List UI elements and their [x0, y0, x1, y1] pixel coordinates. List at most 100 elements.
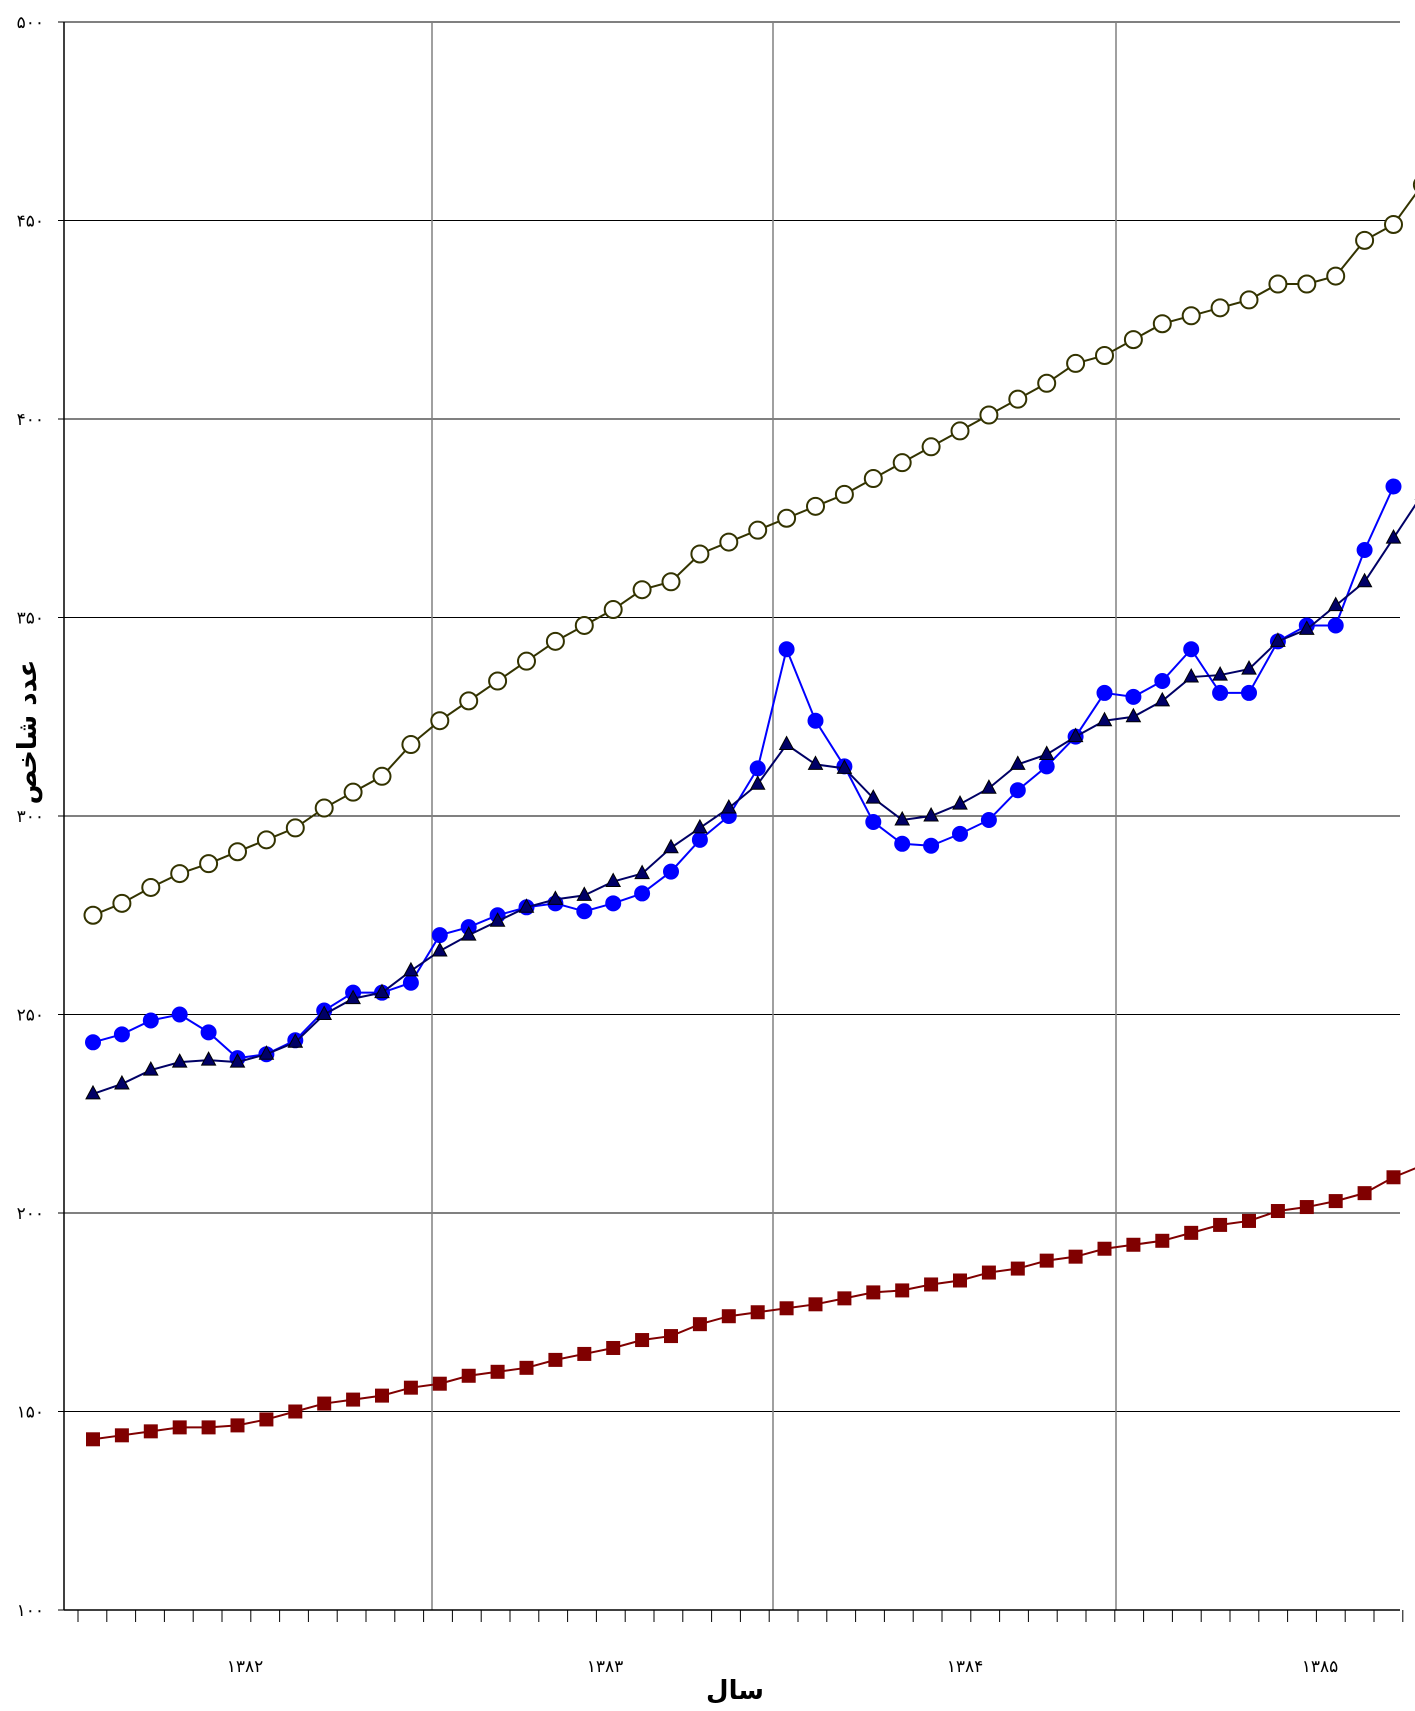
data-point: [807, 712, 824, 729]
data-point: [952, 795, 968, 810]
data-point: [1299, 1200, 1314, 1215]
x-tick-label: ۱۳۸۴: [947, 1657, 984, 1677]
series-filled-circle: [85, 478, 1402, 1067]
data-point: [1328, 1194, 1343, 1209]
data-point: [837, 1291, 852, 1306]
data-point: [113, 1026, 130, 1043]
data-point: [1154, 691, 1171, 707]
data-point: [1270, 1204, 1285, 1219]
series-filled-square: [86, 1167, 1415, 1447]
data-point: [1181, 306, 1201, 326]
data-point: [171, 1006, 188, 1023]
data-point: [1096, 711, 1113, 727]
data-point: [259, 1412, 274, 1427]
axes: [58, 21, 1404, 1622]
data-point: [635, 1333, 650, 1348]
data-point: [403, 1380, 418, 1395]
data-point: [950, 421, 970, 441]
data-point: [430, 711, 450, 731]
data-point: [1356, 572, 1373, 588]
x-tick-label: ۱۳۸۳: [587, 1657, 624, 1677]
data-point: [1213, 1217, 1228, 1232]
series-line: [92, 486, 1395, 1060]
data-point: [952, 825, 968, 842]
data-point: [1385, 478, 1402, 495]
data-point: [808, 1297, 823, 1312]
data-point: [924, 1277, 939, 1292]
data-point: [488, 671, 508, 691]
data-point: [720, 799, 737, 814]
data-point: [1009, 755, 1026, 770]
data-point: [1154, 673, 1171, 690]
data-point: [1009, 782, 1026, 799]
data-point: [171, 1053, 188, 1068]
data-point: [201, 1420, 216, 1435]
data-point: [779, 1301, 794, 1316]
data-point: [200, 1051, 217, 1066]
y-tick-label: ۴۰۰: [17, 410, 44, 430]
data-point: [1125, 707, 1142, 723]
data-point: [172, 1420, 187, 1435]
data-point: [1239, 290, 1259, 310]
x-tick-label: ۱۳۸۲: [227, 1657, 264, 1677]
y-tick-label: ۱۰۰: [17, 1601, 44, 1621]
data-point: [374, 983, 390, 999]
data-point: [664, 1329, 678, 1344]
data-point: [865, 813, 882, 830]
data-point: [86, 1432, 100, 1447]
data-point: [545, 631, 565, 651]
data-point: [749, 760, 766, 777]
data-point: [719, 532, 739, 552]
data-point: [1152, 314, 1172, 334]
data-point: [1097, 1241, 1112, 1256]
data-point: [314, 798, 334, 818]
data-point: [229, 1053, 246, 1068]
data-point: [114, 1428, 129, 1443]
data-point: [749, 775, 766, 790]
data-point: [141, 877, 161, 897]
data-point: [1384, 214, 1403, 234]
y-tick-label: ۴۵۰: [17, 212, 44, 232]
data-point: [112, 893, 132, 913]
data-point: [1327, 617, 1344, 634]
data-point: [605, 872, 622, 888]
data-point: [431, 927, 448, 944]
data-point: [403, 961, 419, 977]
data-point: [923, 837, 940, 854]
data-point: [142, 1012, 159, 1029]
data-point: [85, 1084, 101, 1100]
data-point: [256, 830, 276, 850]
y-tick-label: ۵۰۰: [17, 13, 44, 33]
data-point: [1212, 666, 1228, 681]
data-point: [634, 864, 650, 880]
y-tick-label: ۲۰۰: [17, 1204, 44, 1224]
data-point: [1038, 745, 1055, 760]
data-point: [690, 544, 710, 564]
data-point: [834, 484, 854, 504]
y-tick-label: ۳۰۰: [17, 807, 44, 827]
data-point: [1327, 596, 1344, 612]
data-point: [1241, 684, 1257, 701]
data-point: [1126, 1237, 1141, 1252]
data-point: [372, 766, 392, 786]
data-point: [663, 838, 679, 854]
data-point: [748, 520, 768, 540]
data-point: [460, 926, 477, 941]
x-tick-label: ۱۳۸۵: [1302, 1657, 1339, 1677]
data-point: [1326, 266, 1346, 286]
data-point: [1066, 353, 1086, 373]
data-point: [691, 831, 708, 848]
data-point: [1357, 1186, 1372, 1201]
data-point: [981, 779, 997, 794]
data-point: [1067, 727, 1084, 743]
data-point: [953, 1273, 967, 1288]
data-point: [721, 1309, 736, 1324]
data-point: [459, 691, 479, 711]
series-filled-triangle: [85, 499, 1415, 1100]
data-point: [1385, 529, 1402, 544]
data-point: [1096, 684, 1113, 701]
data-point: [892, 453, 912, 473]
data-point: [343, 782, 363, 802]
series-line: [92, 1167, 1415, 1441]
data-point: [605, 895, 622, 912]
